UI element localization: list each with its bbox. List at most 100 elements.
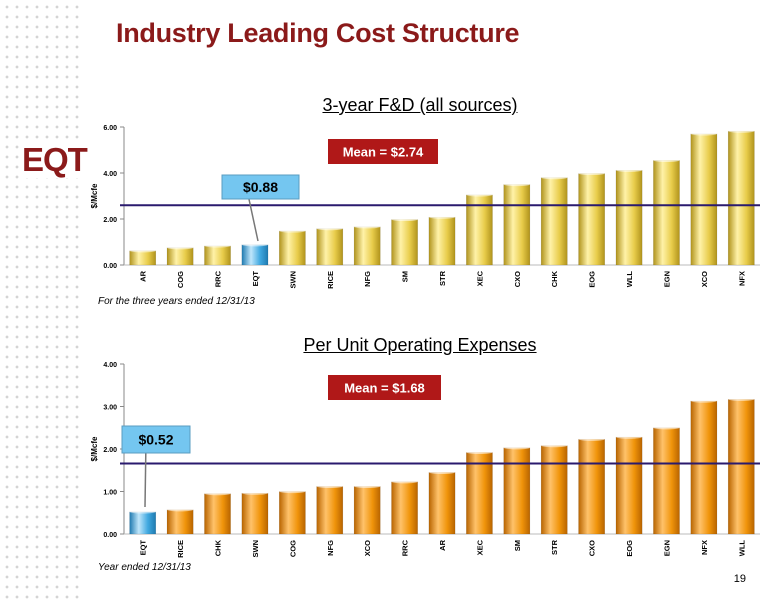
x-tick-label: STR (550, 539, 559, 555)
callout-pointer (144, 452, 147, 508)
bar-nfg (316, 486, 344, 535)
callout-label: $0.52 (138, 432, 173, 448)
x-tick-label: RRC (214, 270, 223, 287)
bar-top-cap (728, 397, 755, 401)
x-tick-label: AR (139, 270, 148, 281)
bar-top-cap (279, 229, 306, 233)
bar-eqt (241, 244, 269, 266)
page-number: 19 (733, 573, 746, 585)
bar-top-cap (354, 484, 381, 488)
bar-egn (653, 160, 680, 266)
bar-nfg (353, 226, 381, 266)
x-tick-label: EGN (662, 271, 671, 287)
mean-label-box (328, 139, 438, 164)
x-tick-label: RRC (401, 539, 410, 556)
x-tick-label: SWN (251, 540, 260, 558)
mean-label: Mean = $2.74 (343, 145, 424, 160)
y-tick-label: 3.00 (103, 405, 117, 412)
x-tick-label: CXO (513, 271, 522, 287)
x-tick-label: EOG (625, 540, 634, 557)
x-tick-label: XEC (475, 270, 484, 286)
bar-top-cap (615, 435, 643, 439)
bar-wll (615, 169, 643, 266)
y-tick-label: 1.00 (103, 490, 117, 497)
x-tick-label: CHK (550, 270, 559, 287)
bar-ar (428, 472, 456, 535)
bar-top-cap (653, 158, 680, 162)
bar-top-cap (354, 225, 381, 229)
bar-top-cap (653, 426, 680, 430)
x-tick-label: XEC (475, 539, 484, 555)
bar-top-cap (391, 217, 418, 222)
y-tick-label: 0.00 (103, 263, 117, 270)
bar-top-cap (578, 437, 605, 441)
x-tick-label: AR (438, 539, 447, 550)
bar-str (540, 445, 568, 535)
bar-cog (166, 247, 194, 266)
bar-top-cap (541, 176, 568, 180)
bar-top-cap (466, 450, 493, 454)
bar-top-cap (728, 129, 755, 133)
y-tick-label: 4.00 (103, 362, 117, 369)
chart-1-footnote: For the three years ended 12/31/13 (98, 296, 255, 307)
bar-eog (578, 173, 605, 266)
bar-nfx (727, 130, 755, 266)
bar-str (428, 216, 456, 266)
bar-eqt (129, 511, 157, 535)
bar-top-cap (204, 492, 231, 496)
bar-top-cap (167, 508, 194, 512)
bar-top-cap (690, 399, 717, 403)
bar-cxo (503, 184, 531, 266)
bar-ar (129, 250, 157, 266)
x-tick-label: STR (438, 270, 447, 286)
x-tick-label: SWN (288, 271, 297, 289)
bar-top-cap (578, 171, 605, 176)
callout-box (221, 174, 300, 200)
bar-chk (204, 493, 231, 535)
bar-top-cap (466, 193, 493, 197)
bar-top-cap (204, 244, 231, 248)
chart-1-title: 3-year F&D (all sources) (322, 95, 518, 115)
bar-xco (353, 486, 381, 535)
mean-label-box (328, 375, 441, 400)
x-tick-label: NFX (700, 540, 709, 555)
bar-rice (166, 509, 194, 535)
x-tick-label: NFG (363, 271, 372, 287)
x-tick-label: RICE (176, 540, 185, 558)
bar-wll (727, 399, 755, 535)
page-title: Industry Leading Cost Structure (116, 18, 520, 48)
bar-top-cap (241, 243, 269, 247)
y-axis-label: $/Mcfe (90, 436, 99, 461)
x-tick-label: WLL (737, 540, 746, 557)
y-tick-label: 2.00 (103, 217, 117, 224)
company-logo: EQT (20, 141, 89, 178)
x-tick-label: NFG (326, 540, 335, 556)
bar-eog (615, 436, 643, 535)
bar-nfx (690, 400, 718, 535)
bar-xec (466, 452, 493, 535)
bar-swn (241, 492, 269, 535)
bar-sm (391, 219, 418, 266)
x-tick-label: XCO (363, 540, 372, 556)
bar-top-cap (129, 510, 156, 514)
y-tick-label: 0.00 (103, 532, 117, 539)
bar-swn (279, 230, 306, 266)
bar-top-cap (316, 484, 343, 488)
callout-label: $0.88 (243, 179, 278, 195)
x-tick-label: CHK (214, 539, 223, 556)
bar-egn (653, 427, 680, 535)
x-tick-label: EGN (662, 540, 671, 556)
bar-top-cap (279, 489, 306, 494)
bar-cog (279, 491, 306, 535)
bar-top-cap (129, 249, 156, 253)
dot-pattern-decoration (0, 0, 80, 600)
x-tick-label: XCO (700, 271, 709, 287)
x-tick-label: EOG (588, 271, 597, 288)
bar-top-cap (391, 480, 418, 484)
bar-rrc (391, 481, 418, 535)
bar-cxo (578, 438, 605, 535)
y-tick-label: 6.00 (103, 125, 117, 132)
x-tick-label: WLL (625, 271, 634, 288)
chart-2-title: Per Unit Operating Expenses (303, 335, 537, 355)
bar-rice (316, 228, 344, 266)
